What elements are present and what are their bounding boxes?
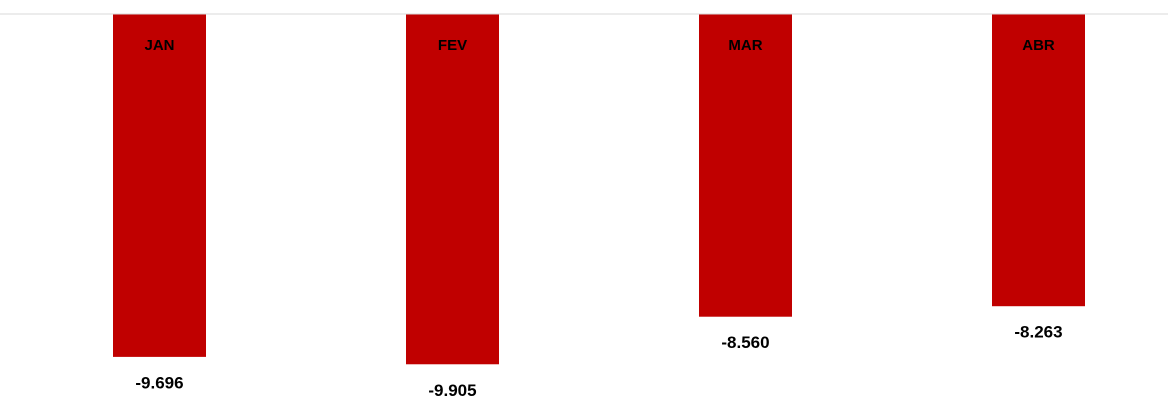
bar [406, 14, 499, 365]
data-label: -8.560 [721, 333, 769, 352]
bar [113, 14, 206, 357]
data-label: -8.263 [1014, 323, 1062, 342]
category-label: ABR [1022, 37, 1055, 54]
bar [992, 14, 1085, 307]
category-label: FEV [438, 37, 467, 54]
category-label: JAN [144, 37, 174, 54]
category-label: MAR [728, 37, 762, 54]
bar [699, 14, 792, 317]
data-label: -9.696 [135, 373, 183, 392]
data-label: -9.905 [428, 381, 476, 400]
